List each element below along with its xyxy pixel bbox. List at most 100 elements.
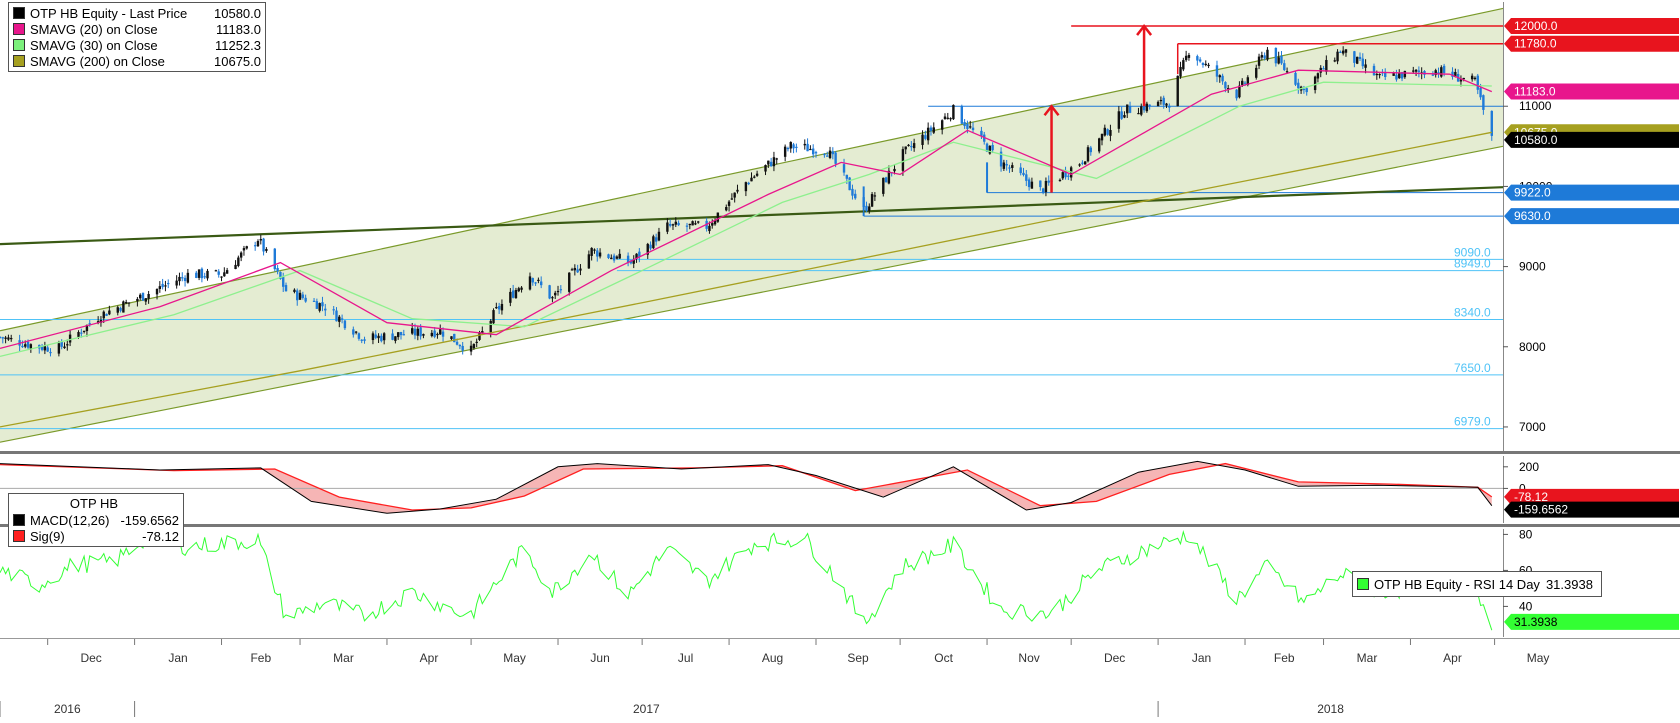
candle-body: [1, 337, 5, 339]
candle-body: [1047, 180, 1050, 183]
x-axis-month-label: Dec: [80, 651, 101, 665]
candle-body: [985, 143, 989, 152]
x-axis-month-label: Feb: [1274, 651, 1295, 665]
candle-body: [1294, 72, 1297, 85]
legend-value: -159.6562: [120, 512, 179, 528]
candle-body: [363, 339, 366, 341]
candle-body: [1142, 104, 1146, 111]
candle-body: [175, 280, 178, 286]
candle-body: [685, 225, 689, 227]
candle-body: [1224, 82, 1227, 89]
candle-body: [1412, 70, 1415, 72]
candle-body: [1243, 82, 1247, 84]
candle-body: [991, 145, 994, 151]
macd-tag-label: -159.6562: [1514, 503, 1568, 517]
candle-body: [318, 303, 321, 311]
candle-body: [1027, 179, 1031, 188]
candle-body: [1344, 49, 1348, 53]
candle-body: [926, 127, 930, 141]
candle-body: [298, 292, 302, 300]
candle-body: [77, 332, 80, 337]
candle-body: [573, 267, 577, 271]
candle-body: [374, 334, 377, 338]
candle-body: [646, 243, 649, 255]
candle-body: [520, 287, 523, 290]
candle-body: [141, 292, 145, 301]
candle-body: [1431, 74, 1435, 76]
candle-body: [108, 310, 111, 315]
candle-body: [1476, 75, 1479, 90]
candle-body: [1372, 65, 1376, 76]
candle-body: [904, 146, 907, 150]
candle-body: [57, 343, 61, 354]
candle-body: [795, 146, 798, 148]
candle-body: [708, 225, 711, 232]
legend-swatch: [13, 55, 25, 67]
candle-body: [1039, 180, 1042, 188]
candle-body: [293, 289, 296, 292]
level-label: 6979.0: [1454, 415, 1491, 429]
rsi-legend: OTP HB Equity - RSI 14 Day 31.3938: [1352, 571, 1602, 597]
candle-body: [932, 127, 935, 133]
candle-body: [161, 283, 164, 288]
candle-body: [677, 222, 680, 226]
candle-body: [789, 142, 792, 149]
candle-body: [1218, 75, 1221, 78]
candle-body: [1011, 165, 1014, 168]
legend-row-sma20: SMAVG (20) on Close 11183.0: [9, 21, 261, 37]
candle-body: [1005, 163, 1008, 166]
candle-body: [1187, 54, 1191, 58]
y-axis-tick-label: 8000: [1519, 340, 1546, 354]
legend-row-sma200: SMAVG (200) on Close 10675.0: [9, 53, 261, 69]
candle-body: [1285, 71, 1289, 73]
candle-body: [1179, 66, 1182, 77]
legend-swatch: [13, 7, 25, 19]
candle-body: [940, 120, 944, 130]
candle-body: [610, 257, 613, 260]
candle-body: [1451, 71, 1454, 77]
candle-body: [433, 330, 436, 337]
candle-body: [85, 324, 89, 332]
candle-body: [1165, 103, 1168, 106]
price-tag-label: 12000.0: [1514, 19, 1558, 33]
price-tag: [1504, 83, 1679, 100]
candle-body: [854, 193, 857, 199]
candle-body: [282, 276, 285, 287]
candle-body: [394, 336, 397, 341]
candle-body: [60, 341, 63, 347]
candle-body: [551, 297, 554, 299]
legend-row-signal: Sig(9) -78.12: [9, 528, 179, 544]
legend-label: OTP HB Equity - Last Price: [30, 5, 188, 21]
candle-body: [324, 308, 327, 311]
candle-body: [1226, 88, 1230, 90]
candle-body: [674, 221, 677, 225]
x-axis-month-label: Oct: [934, 651, 953, 665]
candle-body: [475, 341, 478, 344]
candle-body: [1313, 76, 1317, 91]
candle-body: [1083, 161, 1087, 165]
candle-body: [1361, 58, 1364, 67]
candle-body: [1355, 56, 1359, 64]
candle-body: [7, 337, 10, 340]
candle-body: [276, 267, 279, 272]
candle-body: [747, 182, 750, 185]
candle-body: [1204, 63, 1207, 66]
candle-body: [1280, 55, 1283, 64]
y-axis-tick-label: 7000: [1519, 420, 1546, 434]
candle-body: [478, 332, 481, 340]
candle-body: [1078, 164, 1081, 166]
signal-tag-label: -78.12: [1514, 490, 1548, 504]
candle-body: [1128, 106, 1132, 113]
x-axis-month-label: Feb: [250, 651, 271, 665]
candle-body: [654, 237, 658, 242]
candle-body: [868, 206, 871, 211]
candle-body: [315, 301, 319, 309]
candle-body: [155, 288, 159, 295]
candle-body: [455, 341, 459, 345]
candle-body: [823, 153, 826, 156]
candle-body: [539, 281, 543, 286]
candle-body: [576, 269, 579, 273]
price-tag-label: 11780.0: [1514, 37, 1557, 51]
target-arrow-head: [1136, 24, 1153, 36]
candle-body: [775, 158, 778, 160]
